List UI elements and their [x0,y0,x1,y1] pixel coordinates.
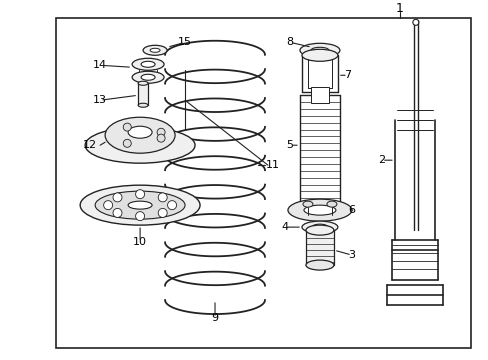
Circle shape [123,123,131,131]
Circle shape [113,193,122,202]
Text: 4: 4 [281,222,288,232]
Ellipse shape [304,205,335,215]
Ellipse shape [301,49,337,61]
Ellipse shape [287,199,351,221]
Text: 2: 2 [378,155,385,165]
Text: 8: 8 [286,37,293,47]
Bar [310,87,328,103]
Ellipse shape [95,191,184,219]
Circle shape [123,139,131,147]
Text: 15: 15 [178,37,192,47]
Circle shape [103,201,112,210]
Text: 10: 10 [133,237,147,247]
Ellipse shape [299,43,339,57]
Text: 9: 9 [211,313,218,323]
Ellipse shape [310,47,328,53]
Ellipse shape [128,201,152,209]
Ellipse shape [301,221,337,233]
Circle shape [167,201,176,210]
Text: 3: 3 [347,250,355,260]
Ellipse shape [143,45,167,55]
Ellipse shape [105,117,175,153]
Circle shape [135,212,144,221]
Bar [138,83,148,105]
Ellipse shape [128,126,152,138]
Ellipse shape [138,103,148,107]
Ellipse shape [132,58,164,70]
Text: 5: 5 [286,140,293,150]
Bar [56,18,470,348]
Text: 6: 6 [347,205,355,215]
Ellipse shape [141,74,155,80]
Circle shape [412,19,418,25]
Circle shape [135,190,144,199]
Ellipse shape [80,185,200,225]
Bar [305,230,333,265]
Text: 12: 12 [83,140,97,150]
Ellipse shape [305,225,333,235]
Text: 11: 11 [265,160,280,170]
Ellipse shape [326,201,336,207]
Text: 13: 13 [93,95,107,105]
Circle shape [157,128,165,136]
Ellipse shape [150,48,160,52]
Ellipse shape [85,127,195,163]
Ellipse shape [305,260,333,270]
Ellipse shape [138,81,148,85]
Ellipse shape [311,224,327,230]
Circle shape [113,208,122,217]
Circle shape [158,193,167,202]
Circle shape [158,208,167,217]
Ellipse shape [141,61,155,67]
Text: 7: 7 [344,70,351,80]
Text: 1: 1 [395,2,403,15]
Circle shape [157,134,165,142]
Text: 14: 14 [93,60,107,70]
Ellipse shape [132,71,164,83]
Ellipse shape [303,201,312,207]
